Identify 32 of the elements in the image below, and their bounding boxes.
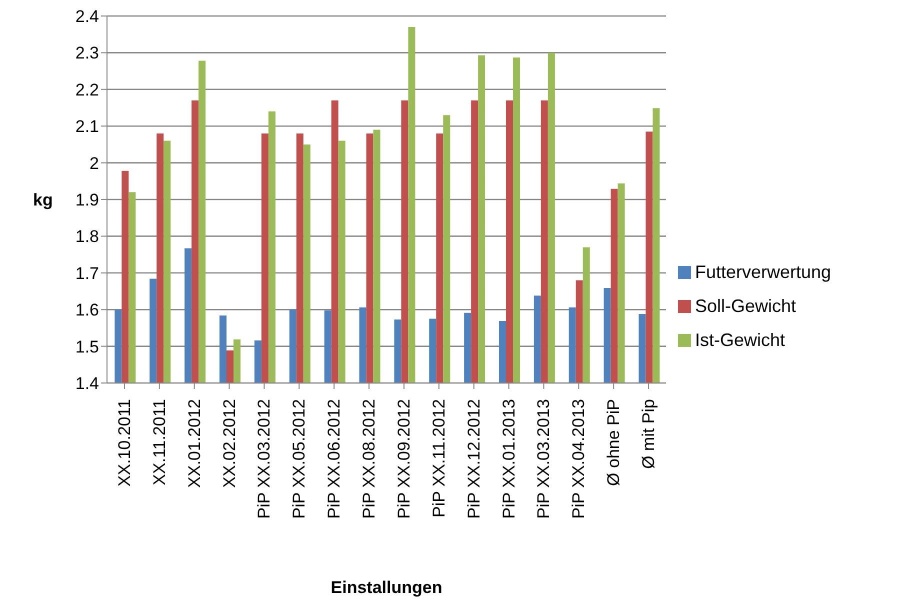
y-axis-title: kg (33, 190, 53, 210)
x-tick-label: XX.01.2012 (184, 399, 204, 488)
legend-label: Ist-Gewicht (695, 330, 786, 350)
y-tick-label: 2 (90, 154, 99, 173)
x-tick-label: PiP XX.11.2012 (429, 399, 448, 518)
y-tick-label: 2.1 (75, 117, 99, 136)
x-tick-label: Ø mit Pip (639, 399, 658, 469)
legend-label: Soll-Gewicht (695, 296, 796, 316)
y-tick-label: 2.4 (75, 7, 99, 26)
x-tick-label: XX.10.2011 (114, 399, 134, 487)
y-tick-label: 1.4 (75, 374, 99, 394)
x-tick-label: Ø ohne PiP (604, 399, 624, 486)
y-tick-label: 1.8 (75, 227, 99, 246)
y-tick-label: 1.5 (75, 337, 99, 356)
x-tick-label: PiP XX.04.2013 (569, 399, 588, 519)
legend-label: Futterverwertung (695, 262, 832, 282)
x-tick-label: PiP XX.06.2012 (324, 399, 344, 519)
y-tick-label: 1.7 (75, 264, 99, 283)
x-tick-label: PiP XX.01.2013 (499, 399, 518, 519)
x-tick-label: PiP XX.09.2012 (394, 399, 414, 519)
x-tick-label: PiP XX.03.2012 (254, 399, 274, 519)
x-tick-label: XX.02.2012 (220, 399, 239, 488)
x-tick-label: XX.11.2011 (150, 399, 169, 486)
x-tick-label: PiP XX.08.2012 (360, 399, 379, 519)
y-tick-label: 2.2 (75, 80, 99, 100)
y-tick-label: 2.3 (75, 44, 99, 63)
x-tick-label: PiP XX.05.2012 (290, 399, 309, 519)
x-axis-title: Einstallungen (330, 578, 442, 597)
y-tick-label: 1.6 (75, 300, 99, 320)
x-tick-label: PiP XX.12.2012 (464, 399, 484, 519)
x-tick-label: PiP XX.03.2013 (534, 399, 554, 519)
y-tick-label: 1.9 (75, 190, 99, 210)
